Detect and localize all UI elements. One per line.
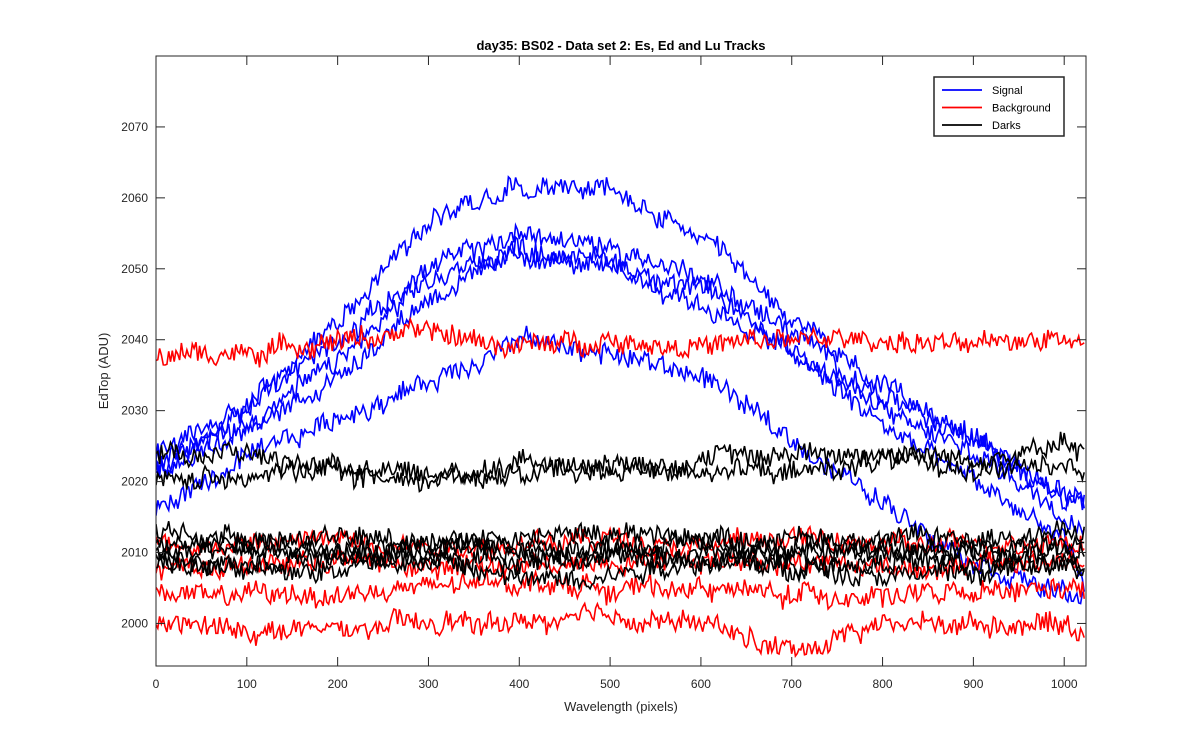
legend-box xyxy=(933,76,1065,137)
series-line-background-9 xyxy=(156,568,1085,611)
y-tick-label: 2020 xyxy=(121,475,148,489)
legend-label-background: Background xyxy=(992,103,1051,115)
series-layer xyxy=(156,175,1085,658)
series-line-darks-17 xyxy=(156,546,1085,591)
x-tick-label: 100 xyxy=(237,677,257,691)
series-line-background-6 xyxy=(156,316,1085,368)
series-line-darks-15 xyxy=(156,535,1085,570)
series-line-signal-4 xyxy=(156,245,1085,592)
chart-title: day35: BS02 - Data set 2: Es, Ed and Lu … xyxy=(476,38,765,53)
y-tick-label: 2040 xyxy=(121,333,148,347)
x-tick-label: 0 xyxy=(153,677,160,691)
series-line-signal-1 xyxy=(156,175,1085,512)
x-tick-label: 700 xyxy=(782,677,802,691)
x-tick-label: 400 xyxy=(509,677,529,691)
series-line-darks-12 xyxy=(156,444,1085,491)
y-tick-label: 2060 xyxy=(121,191,148,205)
series-line-background-10 xyxy=(156,601,1085,658)
x-tick-label: 900 xyxy=(963,677,983,691)
x-tick-label: 300 xyxy=(418,677,438,691)
y-tick-label: 2050 xyxy=(121,262,148,276)
legend-label-darks: Darks xyxy=(992,120,1021,132)
series-line-darks-11 xyxy=(156,431,1085,493)
y-tick-label: 2000 xyxy=(121,616,148,630)
y-axis-label: EdTop (ADU) xyxy=(96,333,111,410)
x-tick-label: 800 xyxy=(873,677,893,691)
x-tick-label: 1000 xyxy=(1051,677,1078,691)
y-tick-label: 2030 xyxy=(121,404,148,418)
axes-box xyxy=(155,55,1087,667)
legend: Signal Background Darks xyxy=(933,76,1065,137)
x-tick-label: 600 xyxy=(691,677,711,691)
series-line-darks-16 xyxy=(156,541,1085,583)
y-tick-label: 2070 xyxy=(121,120,148,134)
axes-layer: 0 100 200 300 400 500 600 700 800 900 1000 2000 2010… xyxy=(121,55,1087,691)
x-tick-label: 200 xyxy=(328,677,348,691)
x-tick-label: 500 xyxy=(600,677,620,691)
legend-label-signal: Signal xyxy=(992,85,1023,97)
x-axis-label: Wavelength (pixels) xyxy=(564,699,678,714)
y-tick-label: 2010 xyxy=(121,546,148,560)
series-line-signal-3 xyxy=(156,235,1085,536)
